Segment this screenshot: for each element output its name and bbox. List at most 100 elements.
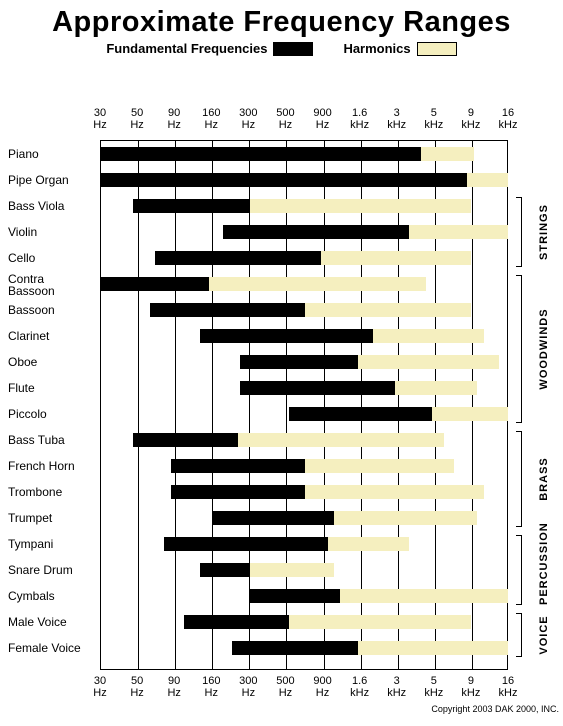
harmonic-range-bar: [321, 251, 471, 265]
fundamental-range-bar: [240, 355, 358, 369]
fundamental-range-bar: [240, 381, 394, 395]
harmonic-range-bar: [358, 641, 508, 655]
copyright-notice: Copyright 2003 DAK 2000, INC.: [431, 704, 559, 714]
instrument-label: Pipe Organ: [8, 174, 69, 186]
axis-tick-label: 160 Hz: [202, 676, 220, 699]
axis-tick-label: 30 Hz: [93, 676, 106, 699]
instrument-label: Bass Tuba: [8, 434, 65, 446]
fundamental-range-bar: [232, 641, 358, 655]
fundamental-range-bar: [100, 277, 209, 291]
legend-fundamental-swatch: [273, 42, 313, 56]
group-label: WOODWINDS: [538, 275, 550, 423]
harmonic-range-bar: [467, 173, 508, 187]
legend: Fundamental Frequencies Harmonics: [0, 41, 563, 56]
harmonic-range-bar: [328, 537, 409, 551]
instrument-label: French Horn: [8, 460, 75, 472]
axis-tick-label: 50 Hz: [130, 676, 143, 699]
instrument-label: Flute: [8, 382, 35, 394]
axis-tick-label: 5 kHz: [424, 676, 443, 699]
harmonic-range-bar: [340, 589, 508, 603]
group-bracket: [516, 431, 522, 527]
fundamental-range-bar: [100, 147, 421, 161]
harmonic-range-bar: [409, 225, 508, 239]
axis-tick-label: 9 kHz: [461, 108, 480, 131]
fundamental-range-bar: [250, 589, 340, 603]
fundamental-range-bar: [155, 251, 321, 265]
instrument-label: Trumpet: [8, 512, 52, 524]
fundamental-range-bar: [213, 511, 334, 525]
fundamental-range-bar: [100, 173, 467, 187]
harmonic-range-bar: [395, 381, 478, 395]
axis-tick-label: 50 Hz: [130, 108, 143, 131]
harmonic-range-bar: [373, 329, 484, 343]
harmonic-range-bar: [305, 485, 484, 499]
group-bracket: [516, 535, 522, 605]
instrument-label: Piccolo: [8, 408, 47, 420]
instrument-label: Tympani: [8, 538, 53, 550]
axis-tick-label: 90 Hz: [167, 676, 180, 699]
instrument-label: Bassoon: [8, 304, 55, 316]
legend-harmonic-swatch: [417, 42, 457, 56]
harmonic-range-bar: [421, 147, 474, 161]
gridline: [212, 141, 213, 669]
legend-harmonic-label: Harmonics: [343, 41, 410, 56]
harmonic-range-bar: [289, 615, 471, 629]
axis-tick-label: 500 Hz: [276, 676, 294, 699]
instrument-label: Contra Bassoon: [8, 273, 55, 297]
harmonic-range-bar: [238, 433, 445, 447]
fundamental-range-bar: [171, 485, 304, 499]
fundamental-range-bar: [184, 615, 289, 629]
harmonic-range-bar: [305, 303, 471, 317]
page-title: Approximate Frequency Ranges: [0, 6, 563, 39]
group-label: VOICE: [538, 613, 550, 657]
harmonic-range-bar: [209, 277, 426, 291]
instrument-label: Cymbals: [8, 590, 55, 602]
instrument-label: Oboe: [8, 356, 37, 368]
group-label: BRASS: [538, 431, 550, 527]
axis-tick-label: 900 Hz: [313, 108, 331, 131]
harmonic-range-bar: [250, 563, 334, 577]
gridline: [138, 141, 139, 669]
instrument-label: Female Voice: [8, 642, 81, 654]
harmonic-range-bar: [432, 407, 508, 421]
frequency-range-chart: 30 Hz 50 Hz 90 Hz 160 Hz 300 Hz 500 Hz 900 Hz 1…: [0, 58, 563, 726]
fundamental-range-bar: [133, 433, 238, 447]
axis-tick-label: 900 Hz: [313, 676, 331, 699]
axis-tick-label: 300 Hz: [239, 676, 257, 699]
instrument-label: Male Voice: [8, 616, 67, 628]
instrument-label: Violin: [8, 226, 37, 238]
axis-tick-label: 30 Hz: [93, 108, 106, 131]
group-label: STRINGS: [538, 197, 550, 267]
axis-tick-label: 500 Hz: [276, 108, 294, 131]
axis-tick-label: 3 kHz: [387, 108, 406, 131]
axis-tick-label: 90 Hz: [167, 108, 180, 131]
legend-harmonic: Harmonics: [343, 41, 456, 56]
axis-tick-label: 300 Hz: [239, 108, 257, 131]
harmonic-range-bar: [358, 355, 499, 369]
fundamental-range-bar: [150, 303, 304, 317]
group-bracket: [516, 613, 522, 657]
instrument-label: Clarinet: [8, 330, 49, 342]
harmonic-range-bar: [305, 459, 455, 473]
fundamental-range-bar: [223, 225, 409, 239]
harmonic-range-bar: [250, 199, 471, 213]
axis-tick-label: 5 kHz: [424, 108, 443, 131]
instrument-label: Snare Drum: [8, 564, 73, 576]
fundamental-range-bar: [200, 329, 373, 343]
fundamental-range-bar: [200, 563, 250, 577]
axis-tick-label: 16 kHz: [499, 108, 518, 131]
legend-fundamental-label: Fundamental Frequencies: [106, 41, 267, 56]
instrument-label: Cello: [8, 252, 35, 264]
legend-fundamental: Fundamental Frequencies: [106, 41, 313, 56]
harmonic-range-bar: [334, 511, 477, 525]
instrument-label: Trombone: [8, 486, 62, 498]
fundamental-range-bar: [133, 199, 249, 213]
group-bracket: [516, 275, 522, 423]
fundamental-range-bar: [171, 459, 304, 473]
fundamental-range-bar: [289, 407, 432, 421]
group-bracket: [516, 197, 522, 267]
axis-tick-label: 160 Hz: [202, 108, 220, 131]
gridline: [175, 141, 176, 669]
axis-tick-label: 1.6 kHz: [350, 108, 369, 131]
fundamental-range-bar: [164, 537, 328, 551]
